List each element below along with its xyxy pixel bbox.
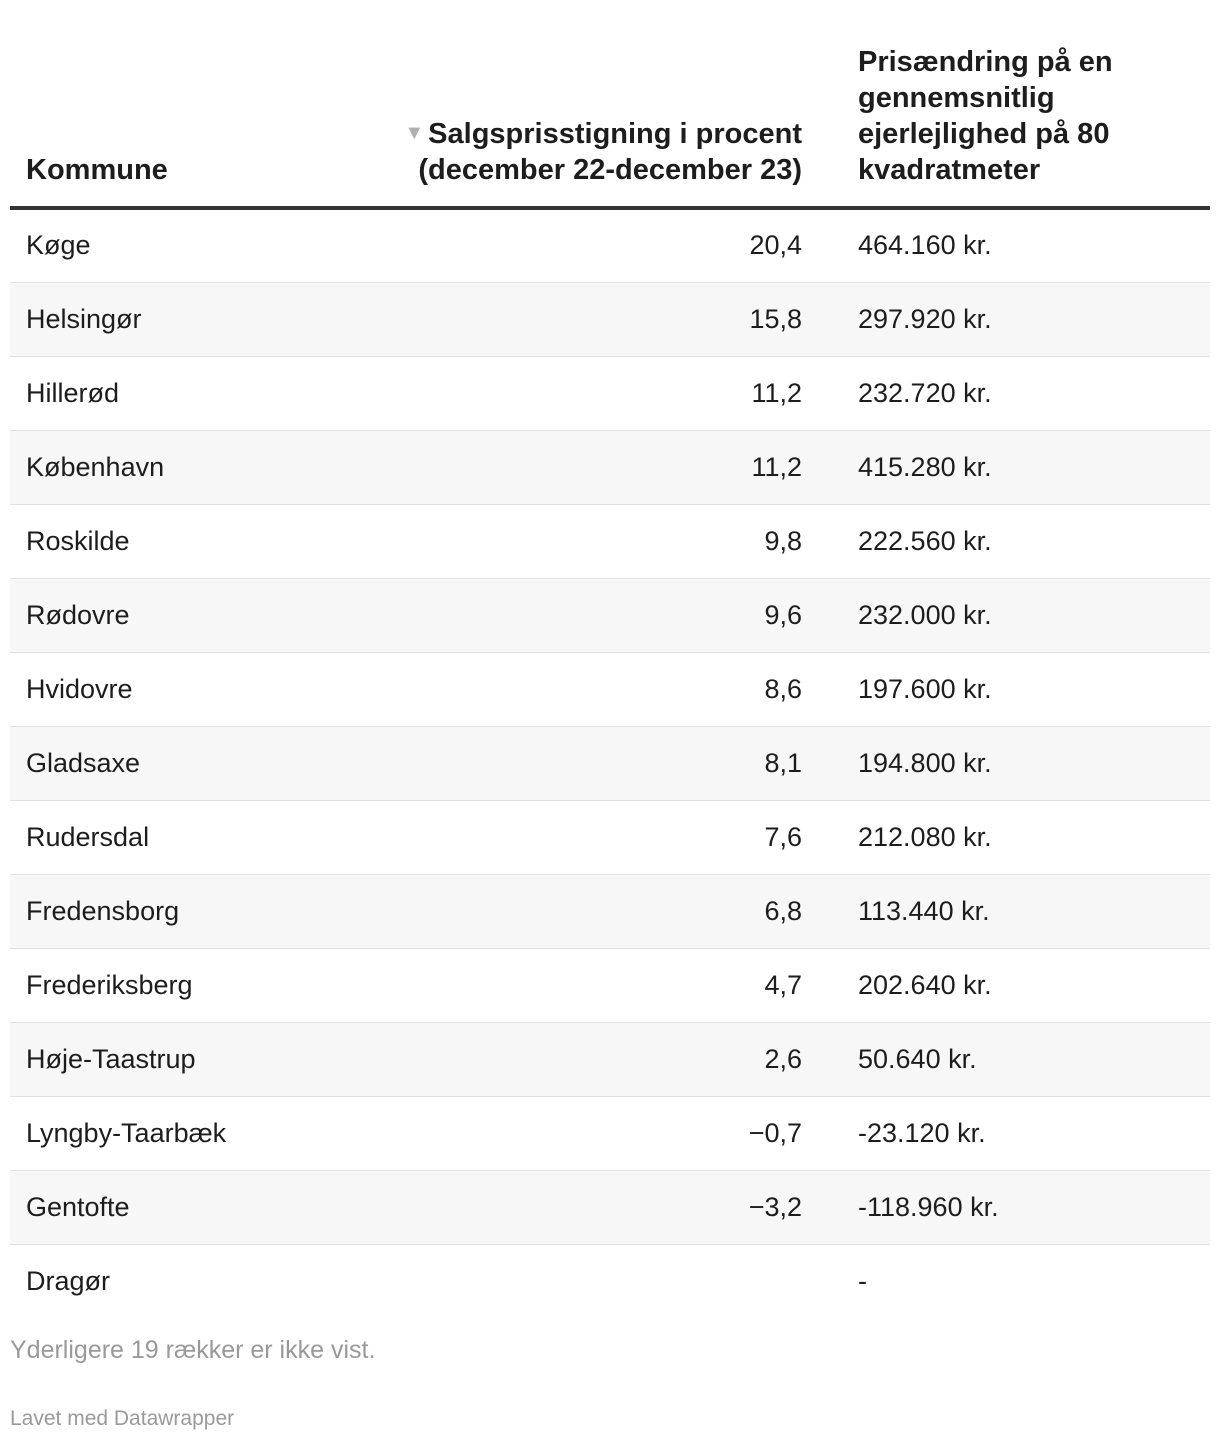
cell-kommune: Hillerød [10,356,388,431]
table-row: Hillerød 11,2 232.720 kr. [10,356,1210,431]
cell-kommune: Køge [10,208,388,283]
cell-kommune: Helsingør [10,282,388,357]
column-header-pct[interactable]: ▼ Salgsprisstigning i procent (december 2… [388,0,818,210]
cell-kommune: Høje-Taastrup [10,1022,388,1097]
cell-pct: −0,7 [388,1096,818,1171]
cell-kommune: Rudersdal [10,800,388,875]
credit-link[interactable]: Lavet med Datawrapper [10,1407,235,1430]
cell-change: -118.960 kr. [818,1170,1210,1245]
column-header-pct-label: Salgsprisstigning i procent (december 22… [418,118,802,186]
cell-change: 212.080 kr. [818,800,1210,875]
table-row: Høje-Taastrup 2,6 50.640 kr. [10,1022,1210,1097]
cell-change: 464.160 kr. [818,208,1210,283]
cell-kommune: Hvidovre [10,652,388,727]
cell-change: 113.440 kr. [818,874,1210,949]
table-row: Helsingør 15,8 297.920 kr. [10,282,1210,357]
cell-pct: 2,6 [388,1022,818,1097]
table-row: Rødovre 9,6 232.000 kr. [10,578,1210,653]
cell-change: 197.600 kr. [818,652,1210,727]
cell-pct: 8,1 [388,726,818,801]
cell-pct: 9,8 [388,504,818,579]
cell-kommune: Gentofte [10,1170,388,1245]
table-row: Hvidovre 8,6 197.600 kr. [10,652,1210,727]
table-container: Kommune ▼ Salgsprisstigning i procent (de… [10,0,1210,1318]
cell-change: 194.800 kr. [818,726,1210,801]
table-row: Dragør - [10,1244,1210,1318]
cell-change: 297.920 kr. [818,282,1210,357]
cell-kommune: Dragør [26,1265,111,1296]
cell-kommune: Frederiksberg [10,948,388,1023]
cell-change: 50.640 kr. [818,1022,1210,1097]
cell-change: 232.000 kr. [818,578,1210,653]
cell-pct: 15,8 [388,282,818,357]
table-row: København 11,2 415.280 kr. [10,430,1210,505]
table-row: Lyngby-Taarbæk −0,7 -23.120 kr. [10,1096,1210,1171]
cell-kommune: København [10,430,388,505]
header-row: Kommune ▼ Salgsprisstigning i procent (de… [10,0,1210,210]
column-header-change-label: Prisændring på en gennemsnitlig ejerlejl… [858,46,1113,186]
column-header-kommune-label: Kommune [26,154,168,186]
cell-pct: 6,8 [388,874,818,949]
cell-kommune: Rødovre [10,578,388,653]
column-header-kommune[interactable]: Kommune [10,0,388,210]
cell-pct: −3,2 [388,1170,818,1245]
cell-pct: 8,6 [388,652,818,727]
cell-change: - [858,1265,867,1296]
column-header-change[interactable]: Prisændring på en gennemsnitlig ejerlejl… [818,0,1210,210]
cell-change: 222.560 kr. [818,504,1210,579]
table-row: Køge 20,4 464.160 kr. [10,208,1210,283]
cell-kommune: Lyngby-Taarbæk [10,1096,388,1171]
cell-kommune: Roskilde [10,504,388,579]
more-rows-note: Yderligere 19 rækker er ikke vist. [10,1336,376,1364]
cell-change: 202.640 kr. [818,948,1210,1023]
cell-change: 232.720 kr. [818,356,1210,431]
table-row: Gladsaxe 8,1 194.800 kr. [10,726,1210,801]
cell-kommune: Fredensborg [10,874,388,949]
cell-kommune: Gladsaxe [10,726,388,801]
table-row: Gentofte −3,2 -118.960 kr. [10,1170,1210,1245]
data-table: Kommune ▼ Salgsprisstigning i procent (de… [10,0,1210,1318]
cell-pct: 20,4 [388,208,818,283]
table-row: Frederiksberg 4,7 202.640 kr. [10,948,1210,1023]
table-body: Køge 20,4 464.160 kr. Helsingør 15,8 297.920 … [10,208,1210,1318]
table-row: Fredensborg 6,8 113.440 kr. [10,874,1210,949]
cell-pct: 11,2 [388,430,818,505]
table-row: Rudersdal 7,6 212.080 kr. [10,800,1210,875]
cell-pct: 7,6 [388,800,818,875]
sort-descending-icon: ▼ [404,122,425,144]
cell-pct: 11,2 [388,356,818,431]
cell-change: -23.120 kr. [818,1096,1210,1171]
cell-pct: 4,7 [388,948,818,1023]
cell-change: 415.280 kr. [818,430,1210,505]
cell-pct [388,1244,818,1318]
cell-pct: 9,6 [388,578,818,653]
table-row: Roskilde 9,8 222.560 kr. [10,504,1210,579]
